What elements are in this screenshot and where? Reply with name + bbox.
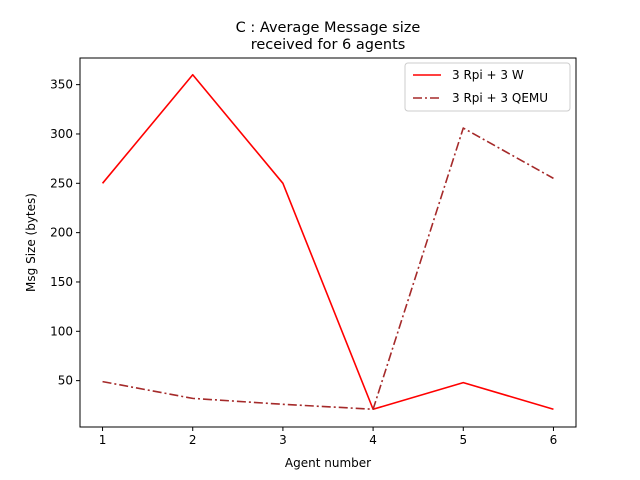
y-tick-label: 350: [50, 78, 73, 92]
y-tick-label: 250: [50, 176, 73, 190]
y-tick-label: 50: [58, 374, 73, 388]
y-axis-ticks: 50 100 150 200 250 300 350: [50, 78, 80, 388]
x-axis-label: Agent number: [285, 456, 371, 470]
x-tick-label: 2: [189, 433, 197, 447]
chart-title-line-1: C : Average Message size: [236, 20, 421, 36]
y-tick-label: 100: [50, 324, 73, 338]
x-tick-label: 6: [550, 433, 558, 447]
x-tick-label: 5: [459, 433, 467, 447]
y-tick-label: 150: [50, 275, 73, 289]
series-layer: [101, 73, 554, 411]
legend-box: [404, 62, 571, 112]
y-tick-label: 300: [50, 127, 73, 141]
series-line-2: [102, 127, 554, 411]
x-axis-ticks: 1 2 3 4 5 6: [99, 427, 558, 447]
series-line-1: [101, 73, 554, 411]
y-tick-label: 200: [50, 226, 73, 240]
x-tick-label: 4: [369, 433, 377, 447]
chart-title-line-2: received for 6 agents: [251, 37, 406, 53]
x-tick-label: 1: [99, 433, 107, 447]
legend: 3 Rpi + 3 W 3 Rpi + 3 QEMU: [404, 62, 571, 112]
legend-label-series-1: 3 Rpi + 3 W: [452, 68, 524, 82]
plot-area-frame: [79, 57, 577, 428]
legend-label-series-2: 3 Rpi + 3 QEMU: [452, 91, 548, 105]
y-axis-label: Msg Size (bytes): [24, 193, 38, 292]
x-tick-label: 3: [279, 433, 287, 447]
